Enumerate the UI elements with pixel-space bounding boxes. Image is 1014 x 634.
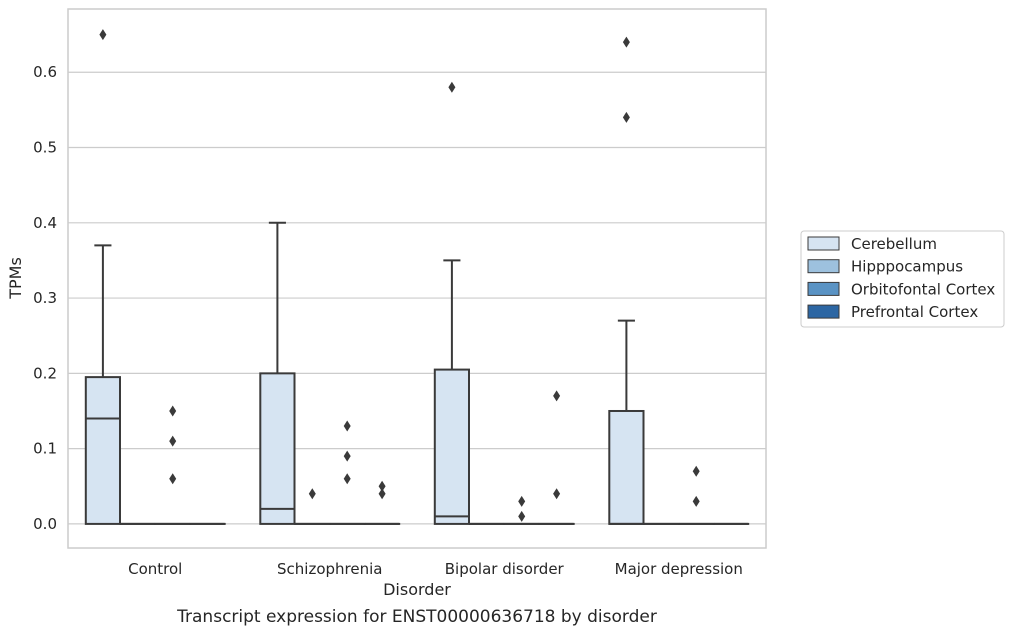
outlier-point (378, 488, 386, 500)
legend: Cerebellum Hipppocampus Orbitofontal Corte… (800, 230, 1005, 328)
y-tick-label: 0.1 (33, 440, 57, 458)
box-body (84, 376, 122, 525)
box-0-3 (608, 36, 645, 525)
box-2-0 (154, 405, 191, 525)
outlier-point (518, 495, 526, 507)
outlier-point (553, 390, 561, 402)
legend-swatch (807, 304, 840, 319)
outlier-point (308, 488, 316, 500)
legend-item: Cerebellum (807, 235, 937, 253)
outlier-point (169, 473, 177, 485)
y-tick-label: 0.5 (33, 139, 57, 157)
outlier-point (169, 405, 177, 417)
outlier-point (692, 465, 700, 477)
outlier-point (518, 510, 526, 522)
x-axis-title: Disorder (383, 580, 451, 599)
grid-layer (68, 71, 766, 525)
box-layer (84, 29, 750, 525)
box-2-3 (678, 465, 715, 525)
box-body (433, 368, 471, 525)
legend-label: Orbitofontal Cortex (851, 280, 995, 298)
plot-frame (67, 8, 767, 549)
outlier-point (622, 111, 630, 123)
outlier-point (169, 435, 177, 447)
y-tick-label: 0.0 (33, 515, 57, 533)
y-tick-label: 0.4 (33, 214, 57, 232)
box-0-1 (259, 221, 296, 525)
legend-item: Prefrontal Cortex (807, 303, 978, 321)
legend-item: Orbitofontal Cortex (807, 280, 995, 298)
outlier-point (99, 29, 107, 41)
outlier-point (553, 488, 561, 500)
legend-item: Hipppocampus (807, 258, 963, 276)
box-1-1 (294, 488, 331, 525)
legend-label: Hipppocampus (851, 258, 963, 276)
legend-items: Cerebellum Hipppocampus Orbitofontal Corte… (807, 235, 995, 321)
y-tick-label: 0.6 (33, 63, 57, 81)
legend-label: Cerebellum (851, 235, 937, 253)
x-tick-label: Control (128, 560, 182, 578)
box-0-2 (433, 81, 471, 525)
outlier-point (343, 473, 351, 485)
x-tick-label: Schizophrenia (277, 560, 382, 578)
y-tick-label: 0.2 (33, 364, 57, 382)
legend-swatch (807, 259, 840, 274)
box-3-2 (538, 390, 575, 525)
box-body (259, 372, 296, 525)
legend-label: Prefrontal Cortex (851, 303, 978, 321)
x-tick-label: Bipolar disorder (445, 560, 565, 578)
y-tick-label: 0.3 (33, 289, 57, 307)
outlier-point (692, 495, 700, 507)
outlier-point (378, 480, 386, 492)
outlier-point (343, 450, 351, 462)
tick-layer: 0.0 0.1 0.2 0.3 0.4 0.5 0.6 Control Schizophreni… (33, 63, 743, 578)
outlier-point (448, 81, 456, 93)
chart-caption: Transcript expression for ENST0000063671… (176, 607, 657, 627)
outlier-point (622, 36, 630, 48)
box-2-2 (503, 495, 540, 525)
legend-frame (800, 230, 1005, 328)
outlier-point (343, 420, 351, 432)
y-axis-title: TPMs (6, 257, 25, 300)
box-3-1 (363, 480, 401, 525)
x-tick-label: Major depression (615, 560, 743, 578)
box-0-0 (84, 29, 122, 525)
box-body (608, 409, 645, 525)
legend-swatch (807, 236, 840, 251)
legend-swatch (807, 281, 840, 296)
box-2-1 (329, 420, 366, 525)
